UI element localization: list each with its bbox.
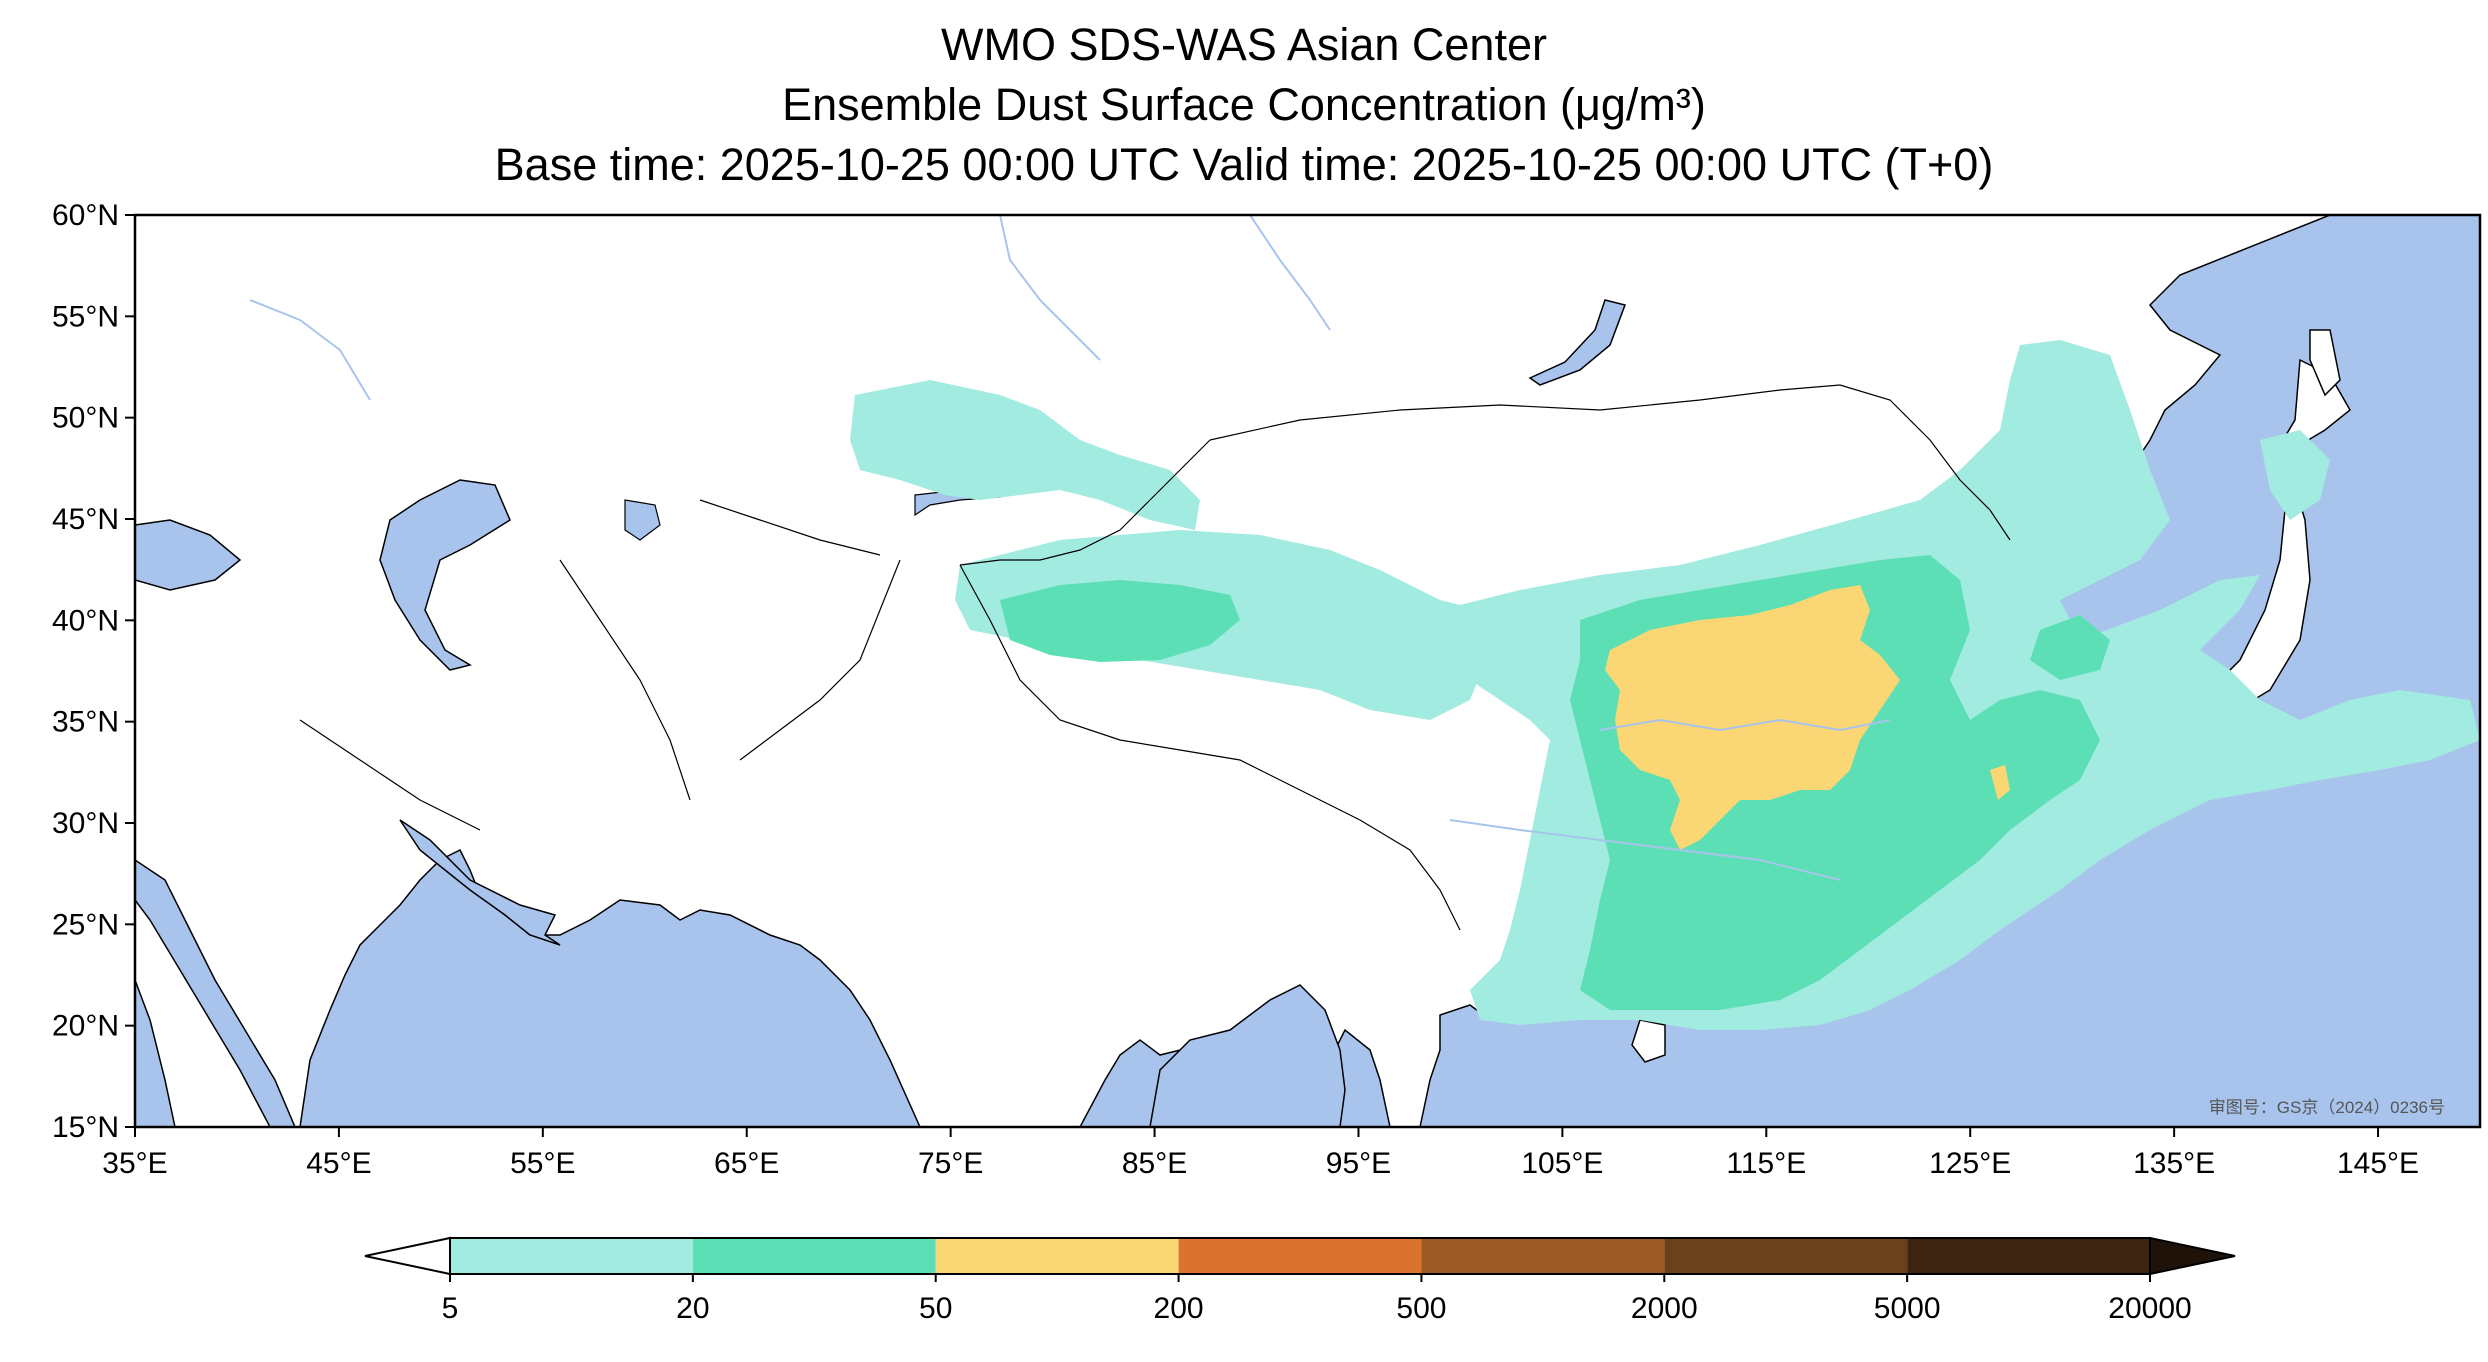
lake-baikal <box>1528 299 1626 386</box>
colorbar-bin <box>935 1238 1179 1274</box>
sakhalin <box>2309 329 2341 397</box>
lon-tick-label: 125°E <box>1929 1147 2011 1180</box>
caspian-sea <box>379 479 511 671</box>
aral-sea <box>624 499 661 541</box>
lat-tick-label: 25°N <box>52 908 119 941</box>
rivers <box>249 215 1891 881</box>
lon-tick-label: 45°E <box>306 1147 371 1180</box>
colorbar-bin <box>692 1238 936 1274</box>
lon-tick-label: 115°E <box>1726 1147 1806 1180</box>
lat-tick-label: 60°N <box>52 199 119 232</box>
longitude-axis: 35°E 45°E 55°E 65°E 75°E 85°E 95°E 105°E 115°E 12… <box>102 1127 2419 1180</box>
colorbar-tick-label: 5 <box>442 1292 459 1325</box>
colorbar-frame <box>449 1237 2151 1275</box>
colorbar-bin <box>1178 1238 1422 1274</box>
black-sea <box>135 519 242 591</box>
red-sea <box>135 859 296 1127</box>
colorbar: 5 20 50 200 500 2000 5000 20000 <box>364 1236 2236 1325</box>
lon-tick-label: 135°E <box>2133 1147 2215 1180</box>
dust-level-50-200 <box>1605 585 2010 850</box>
colorbar-under-extension <box>364 1236 451 1276</box>
lat-tick-label: 45°N <box>52 503 119 536</box>
colorbar-tick-label: 20 <box>676 1292 709 1325</box>
colorbar-tick-label: 500 <box>1396 1292 1446 1325</box>
colorbar-tick-label: 50 <box>919 1292 952 1325</box>
lon-tick-label: 75°E <box>918 1147 983 1180</box>
colorbar-bin <box>1664 1238 1908 1274</box>
colorbar-tick-label: 200 <box>1154 1292 1204 1325</box>
map-plot-area: 审图号：GS京（2024）0236号 <box>135 215 2480 1127</box>
map-title-line1: WMO SDS-WAS Asian Center <box>941 19 1547 70</box>
map-title-line2: Ensemble Dust Surface Concentration (μg/… <box>782 79 1706 130</box>
lon-tick-label: 55°E <box>510 1147 575 1180</box>
persian-gulf <box>399 819 561 946</box>
colorbar-bin <box>1421 1238 1665 1274</box>
bay-of-bengal <box>1149 984 1346 1127</box>
lat-tick-label: 40°N <box>52 604 119 637</box>
lat-tick-label: 55°N <box>52 300 119 333</box>
map-frame <box>133 213 2482 1129</box>
lat-tick-label: 15°N <box>52 1111 119 1144</box>
latitude-axis: 60°N 55°N 50°N 45°N 40°N 35°N 30°N 25°N 20°N 15°N <box>52 199 135 1144</box>
colorbar-over-extension <box>2149 1236 2236 1276</box>
lon-tick-label: 105°E <box>1521 1147 1603 1180</box>
lon-tick-label: 85°E <box>1122 1147 1187 1180</box>
country-borders <box>299 384 2011 931</box>
lat-tick-label: 35°N <box>52 706 119 739</box>
hainan <box>1631 1019 1666 1063</box>
lat-tick-label: 30°N <box>52 807 119 840</box>
lon-tick-label: 95°E <box>1326 1147 1391 1180</box>
colorbar-tick-label: 20000 <box>2108 1292 2191 1325</box>
lon-tick-label: 65°E <box>714 1147 779 1180</box>
lon-tick-label: 35°E <box>102 1147 167 1180</box>
colorbar-tick-label: 2000 <box>1631 1292 1698 1325</box>
colorbar-bin <box>1907 1238 2150 1274</box>
lat-tick-label: 20°N <box>52 1010 119 1043</box>
colorbar-bin <box>450 1238 693 1274</box>
map-approval-number: 审图号：GS京（2024）0236号 <box>2209 1098 2445 1117</box>
lon-tick-label: 145°E <box>2337 1147 2419 1180</box>
lat-tick-label: 50°N <box>52 402 119 435</box>
map-title-line3: Base time: 2025-10-25 00:00 UTC Valid ti… <box>494 139 1994 190</box>
colorbar-tick-label: 5000 <box>1874 1292 1941 1325</box>
